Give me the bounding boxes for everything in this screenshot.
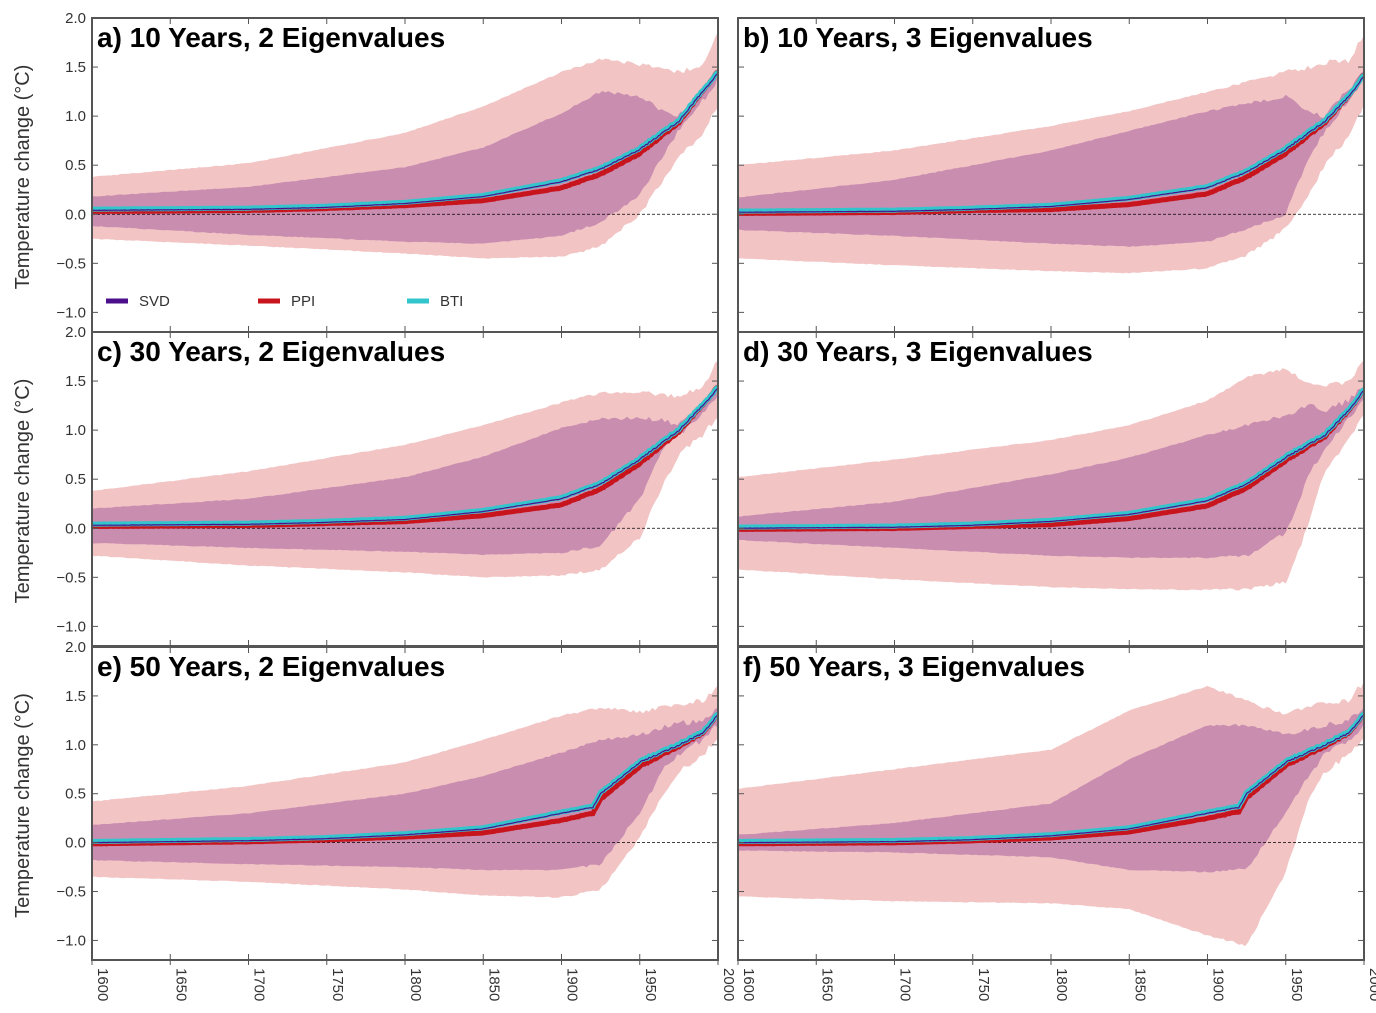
x-tick-label: 1950 — [1288, 968, 1305, 1001]
panel-title: d) 30 Years, 3 Eigenvalues — [743, 336, 1093, 367]
svd-line — [738, 76, 1364, 213]
panel-title: e) 50 Years, 2 Eigenvalues — [97, 651, 445, 682]
inner-uncertainty-band — [92, 707, 718, 871]
y-axis-label: Temperature change (°C) — [12, 379, 34, 604]
x-tick-label: 1650 — [172, 968, 189, 1001]
x-tick-label: 1800 — [1053, 968, 1070, 1001]
x-tick-label: 1600 — [94, 968, 111, 1001]
svd-line — [92, 714, 718, 844]
svd-line — [738, 390, 1364, 529]
y-tick-label: 1.5 — [65, 59, 86, 76]
y-tick-label: 0.5 — [65, 157, 86, 174]
x-tick-label: 1700 — [897, 968, 914, 1001]
legend-label-ppi: PPI — [291, 293, 315, 310]
x-tick-label: 1800 — [407, 968, 424, 1001]
inner-uncertainty-band — [738, 70, 1364, 248]
panel-title: a) 10 Years, 2 Eigenvalues — [97, 22, 445, 53]
x-tick-label: 1700 — [251, 968, 268, 1001]
y-tick-label: 2.0 — [65, 324, 86, 341]
x-tick-label: 1850 — [1131, 968, 1148, 1001]
y-axis-label: Temperature change (°C) — [12, 65, 34, 290]
x-tick-label: 2000 — [1366, 968, 1376, 1001]
y-tick-label: −0.5 — [56, 255, 86, 272]
y-tick-label: 1.5 — [65, 688, 86, 705]
y-tick-label: 1.0 — [65, 737, 86, 754]
y-tick-label: 2.0 — [65, 639, 86, 656]
bti-line — [92, 711, 718, 844]
y-tick-label: 0.0 — [65, 520, 86, 537]
x-tick-label: 1600 — [740, 968, 757, 1001]
x-tick-label: 1900 — [1210, 968, 1227, 1001]
inner-uncertainty-band — [738, 387, 1364, 559]
legend-label-svd: SVD — [139, 293, 170, 310]
x-tick-label: 1850 — [485, 968, 502, 1001]
y-tick-label: 1.0 — [65, 108, 86, 125]
x-tick-label: 1750 — [329, 968, 346, 1001]
panel-title: c) 30 Years, 2 Eigenvalues — [97, 336, 445, 367]
y-axis-label: Temperature change (°C) — [12, 693, 34, 918]
y-tick-label: 0.0 — [65, 206, 86, 223]
bti-line — [738, 73, 1364, 214]
bti-line — [92, 70, 718, 212]
y-tick-label: 0.5 — [65, 471, 86, 488]
y-tick-label: −1.0 — [56, 932, 86, 949]
x-tick-label: 1950 — [642, 968, 659, 1001]
bti-line — [738, 711, 1364, 845]
svd-line — [738, 714, 1364, 844]
x-tick-label: 1650 — [818, 968, 835, 1001]
y-tick-label: 0.5 — [65, 786, 86, 803]
y-tick-label: −0.5 — [56, 569, 86, 586]
panel-title: f) 50 Years, 3 Eigenvalues — [743, 651, 1085, 682]
y-tick-label: 0.0 — [65, 835, 86, 852]
legend-label-bti: BTI — [440, 293, 463, 310]
inner-uncertainty-band — [92, 74, 718, 244]
svd-line — [92, 73, 718, 212]
x-tick-label: 1750 — [975, 968, 992, 1001]
inner-uncertainty-band — [738, 707, 1364, 873]
inner-uncertainty-band — [92, 382, 718, 556]
y-tick-label: −0.5 — [56, 884, 86, 901]
panel-title: b) 10 Years, 3 Eigenvalues — [743, 22, 1093, 53]
bti-line — [738, 387, 1364, 530]
svd-line — [92, 387, 718, 526]
y-tick-label: 1.0 — [65, 422, 86, 439]
y-tick-label: −1.0 — [56, 304, 86, 321]
x-tick-label: 1900 — [564, 968, 581, 1001]
y-tick-label: −1.0 — [56, 618, 86, 635]
y-tick-label: 2.0 — [65, 10, 86, 27]
bti-line — [92, 385, 718, 527]
y-tick-label: 1.5 — [65, 373, 86, 390]
x-tick-label: 2000 — [720, 968, 737, 1001]
